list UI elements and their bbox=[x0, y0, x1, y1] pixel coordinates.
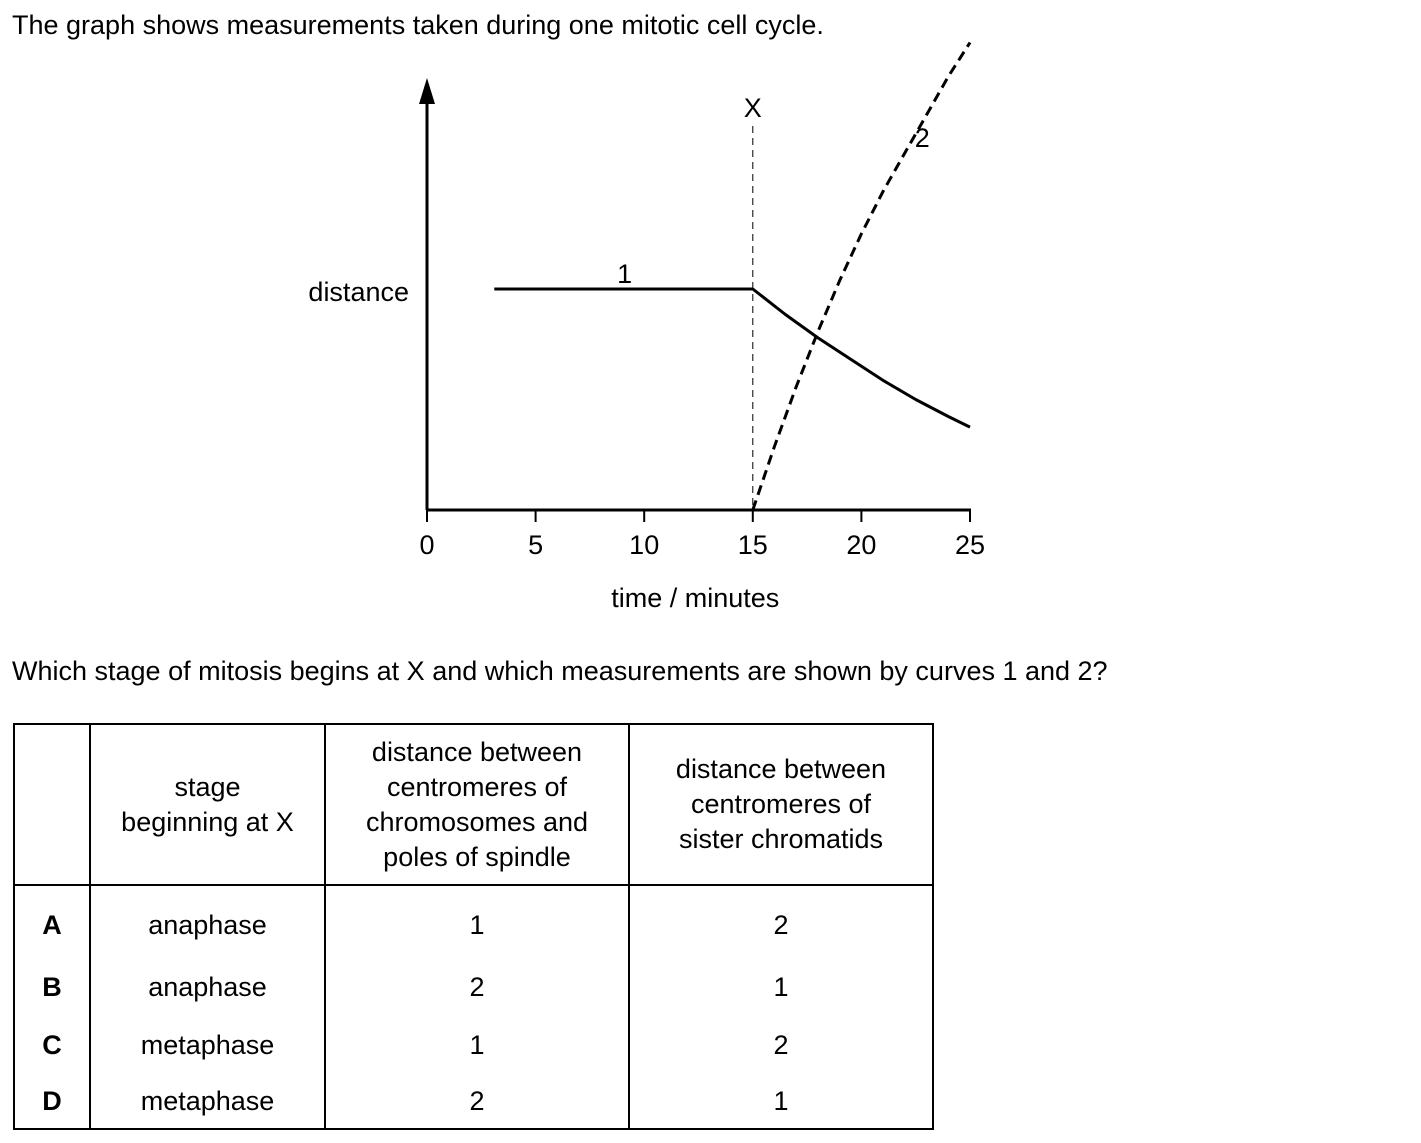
curve-for-chromosome-pole-cell: 1 bbox=[324, 1016, 629, 1074]
curve-for-sister-chromatid-cell: 2 bbox=[628, 885, 933, 958]
marker-x-label: X bbox=[744, 93, 762, 123]
x-tick-label: 10 bbox=[629, 530, 659, 560]
series-2-line bbox=[751, 41, 972, 511]
x-axis-label: time / minutes bbox=[611, 583, 779, 613]
curve-for-sister-chromatid-cell: 2 bbox=[628, 1016, 933, 1074]
curve-for-sister-chromatid-cell: 1 bbox=[628, 958, 933, 1016]
y-axis-arrowhead bbox=[419, 78, 435, 104]
header-option bbox=[14, 724, 90, 886]
option-letter: D bbox=[42, 1085, 62, 1116]
intro-text: The graph shows measurements taken durin… bbox=[12, 10, 824, 40]
stage-cell: anaphase bbox=[89, 958, 325, 1016]
option-letter: B bbox=[42, 971, 62, 1002]
x-tick-label: 20 bbox=[846, 530, 876, 560]
series-2-label: 2 bbox=[915, 123, 930, 153]
chart-series bbox=[494, 41, 972, 511]
option-letter: C bbox=[42, 1029, 62, 1060]
header-chromosome-pole-distance: distance between centromeres of chromosome… bbox=[324, 724, 629, 886]
x-tick-label: 15 bbox=[738, 530, 768, 560]
chart-ticks: 0 5 10 15 20 25 bbox=[419, 510, 985, 560]
series-1-line bbox=[494, 287, 971, 429]
question-text: Which stage of mitosis begins at X and w… bbox=[12, 656, 1108, 686]
x-tick-label: 25 bbox=[955, 530, 985, 560]
curve-for-chromosome-pole-cell: 2 bbox=[324, 958, 629, 1016]
chart-axes bbox=[419, 78, 971, 512]
curve-for-sister-chromatid-cell: 1 bbox=[628, 1074, 933, 1129]
series-1-label: 1 bbox=[617, 259, 632, 289]
y-axis-label: distance bbox=[308, 277, 409, 307]
header-stage: stage beginning at X bbox=[89, 724, 325, 886]
mitosis-graph: 0 5 10 15 20 25 distance time / minutes X 1 2 bbox=[308, 41, 985, 613]
header-sister-chromatid-distance: distance between centromeres of sister chr… bbox=[628, 724, 933, 886]
stage-cell: anaphase bbox=[89, 885, 325, 958]
chart-labels: distance time / minutes X 1 2 bbox=[308, 93, 929, 613]
curve-for-chromosome-pole-cell: 2 bbox=[324, 1074, 629, 1129]
stage-cell: metaphase bbox=[89, 1016, 325, 1074]
x-tick-label: 5 bbox=[528, 530, 543, 560]
curve-for-chromosome-pole-cell: 1 bbox=[324, 885, 629, 958]
stage-cell: metaphase bbox=[89, 1074, 325, 1129]
x-tick-label: 0 bbox=[419, 530, 434, 560]
option-letter: A bbox=[42, 909, 62, 940]
